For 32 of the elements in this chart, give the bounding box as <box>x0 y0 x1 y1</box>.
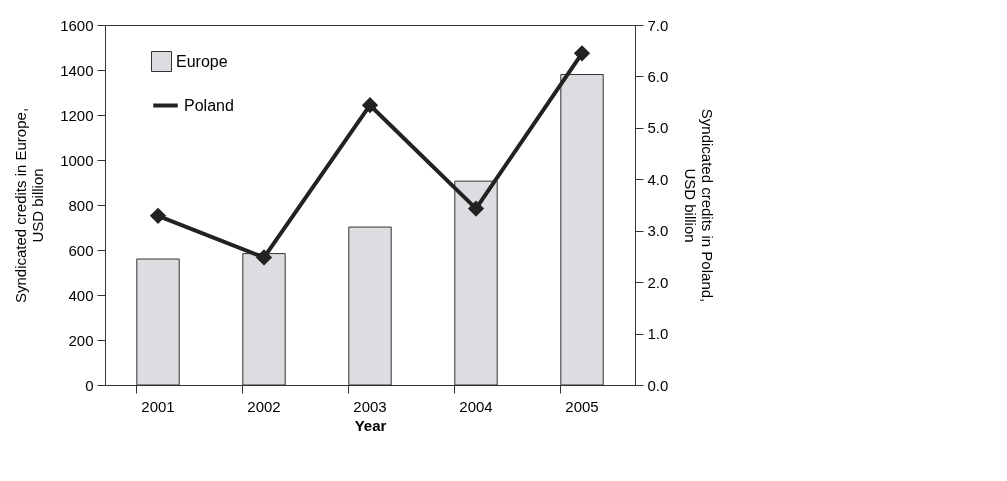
point <box>150 208 166 224</box>
y2-tick-label: 0.0 <box>647 376 669 394</box>
x-tick-label: 2003 <box>353 397 387 415</box>
y-tick-label: 1400 <box>60 61 94 79</box>
y2-tick-label: 2.0 <box>647 273 669 291</box>
legend-label: Poland <box>184 96 234 114</box>
y-tick-label: 1600 <box>60 16 94 34</box>
y-axis-title: Syndicated credits in Europe, USD billion <box>12 107 47 304</box>
y-tick-label: 1200 <box>60 106 94 124</box>
y2-tick-label: 5.0 <box>647 119 669 137</box>
y-tick-label: 600 <box>68 241 94 259</box>
x-tick-label: 2005 <box>565 397 599 415</box>
point <box>362 97 378 113</box>
y2-tick-label: 3.0 <box>647 222 669 240</box>
y-tick-label: 200 <box>68 331 94 349</box>
x-tick-label: 2004 <box>459 397 493 415</box>
y-tick-label: 0 <box>85 376 94 394</box>
point <box>256 249 272 266</box>
point <box>468 200 484 217</box>
x-tick-label: 2002 <box>247 397 281 415</box>
y2-tick-label: 4.0 <box>647 170 669 188</box>
y-tick-label: 800 <box>68 196 94 214</box>
y2-tick-label: 7.0 <box>647 16 669 34</box>
y2-tick-label: 6.0 <box>647 67 669 85</box>
y-tick-label: 1000 <box>60 151 94 169</box>
y2-axis-title: Syndicated credits in Poland, USD billion <box>682 108 717 303</box>
x-axis-title: Year <box>354 416 387 434</box>
x-tick-label: 2001 <box>141 397 175 415</box>
point <box>574 45 590 61</box>
y-tick-label: 400 <box>68 286 94 304</box>
y2-tick-label: 1.0 <box>647 325 669 343</box>
legend-label: Europe <box>176 52 228 70</box>
